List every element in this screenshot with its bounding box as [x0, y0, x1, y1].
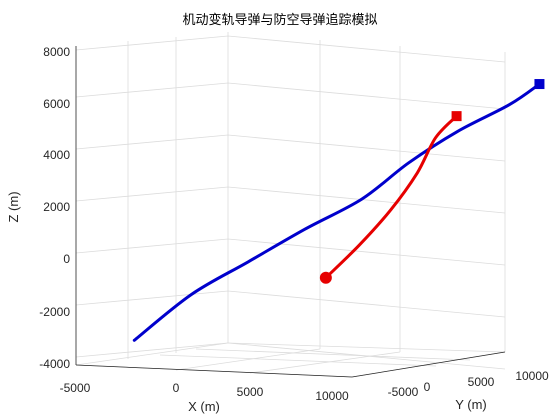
series-layer — [132, 79, 545, 342]
floor-grid-line — [75, 342, 229, 366]
series-line-red — [324, 114, 459, 280]
series-line-blue — [132, 82, 541, 342]
floor-grid-line — [249, 351, 401, 374]
y-tick-label: 5000 — [468, 375, 495, 389]
z-tick-label: 6000 — [43, 97, 70, 111]
z-grid-line — [75, 238, 506, 266]
end-marker-red — [451, 111, 462, 122]
x-tick-label: 5000 — [237, 385, 264, 399]
z-axis-label: Z (m) — [6, 191, 21, 222]
y-axis-ticks: -5000 0 5000 10000 — [388, 369, 549, 399]
z-grid-line — [75, 186, 506, 214]
y-tick-label: -5000 — [388, 385, 419, 399]
chart-title: 机动变轨导弹与防空导弹追踪模拟 — [182, 12, 377, 28]
floor-grid-line — [227, 342, 506, 353]
z-grid-line — [75, 35, 506, 63]
end-marker-blue — [534, 79, 545, 90]
floor-grid-line — [175, 348, 321, 371]
z-tick-label: 2000 — [43, 200, 70, 214]
z-grid-line — [75, 134, 506, 162]
z-grid-line — [75, 82, 506, 110]
z-tick-label: -4000 — [39, 357, 70, 371]
x-tick-label: 10000 — [315, 389, 349, 403]
x-tick-label: 0 — [173, 381, 180, 395]
floor-grid-line — [159, 354, 437, 367]
z-tick-label: 4000 — [43, 148, 70, 162]
start-marker-red — [319, 271, 332, 284]
x-axis-label: X (m) — [188, 399, 220, 414]
y-tick-label: 10000 — [515, 369, 549, 383]
z-tick-label: 8000 — [43, 45, 70, 59]
grid-lines — [75, 32, 506, 378]
floor-grid-line — [195, 348, 471, 361]
x-tick-label: -5000 — [60, 381, 91, 395]
axes — [75, 46, 506, 378]
z-grid-line — [75, 290, 506, 318]
y-axis-label: Y (m) — [455, 397, 487, 412]
x-axis-ticks: -5000 0 5000 10000 — [60, 381, 349, 403]
y-tick-label: 0 — [424, 380, 431, 394]
z-axis-ticks: 8000 6000 4000 2000 0 -2000 -4000 — [39, 45, 70, 371]
z-tick-label: -2000 — [39, 305, 70, 319]
z-tick-label: 0 — [63, 252, 70, 266]
